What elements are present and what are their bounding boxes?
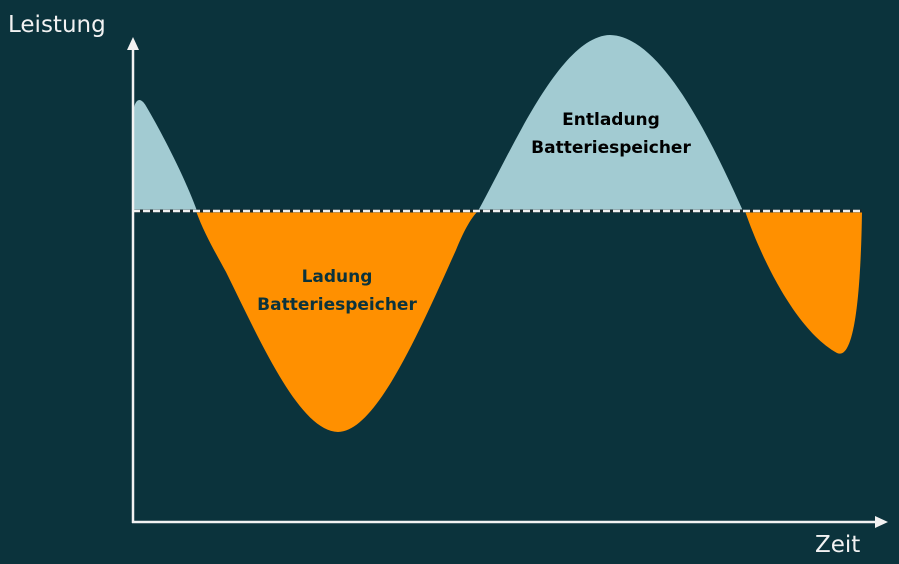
charge-area-main bbox=[196, 211, 478, 432]
charging-label-line2: Batteriespeicher bbox=[257, 295, 417, 315]
y-axis-arrow-icon bbox=[127, 37, 139, 50]
y-axis-label: Leistung bbox=[8, 12, 106, 38]
discharge-area-left bbox=[133, 100, 197, 211]
discharging-label: Entladung Batteriespeicher bbox=[531, 106, 691, 162]
x-axis-arrow-icon bbox=[875, 516, 888, 528]
charge-area-right bbox=[745, 211, 862, 354]
charging-label: Ladung Batteriespeicher bbox=[257, 263, 417, 319]
discharge-area-main bbox=[478, 35, 743, 211]
charging-label-line1: Ladung bbox=[301, 267, 373, 287]
discharging-label-line2: Batteriespeicher bbox=[531, 138, 691, 158]
discharging-label-line1: Entladung bbox=[562, 110, 660, 130]
x-axis-label: Zeit bbox=[815, 532, 861, 558]
